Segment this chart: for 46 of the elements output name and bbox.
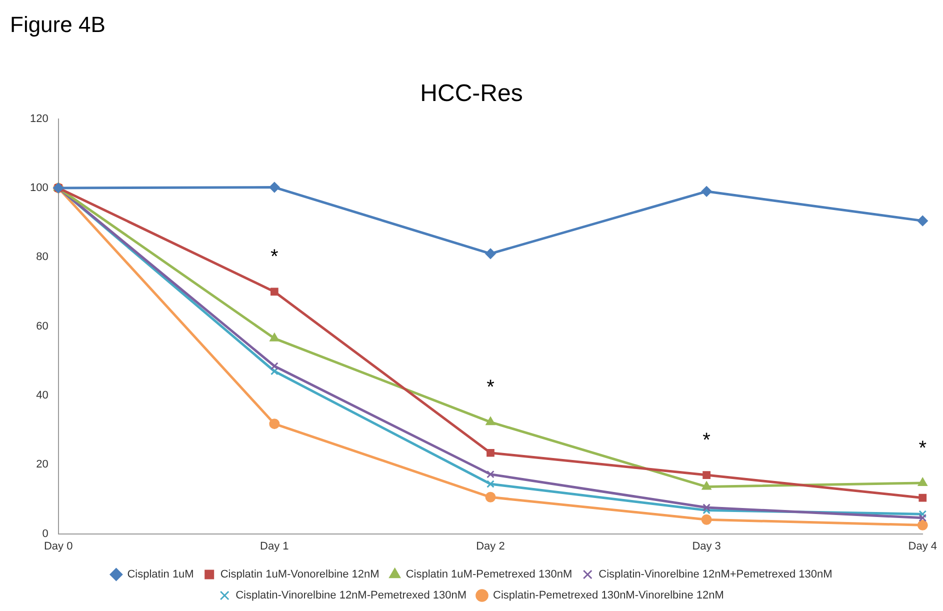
y-tick-label: 40 xyxy=(36,390,48,402)
point xyxy=(917,520,928,530)
point xyxy=(486,480,494,488)
legend-label: Cisplatin 1uM xyxy=(127,568,194,581)
y-tick-label: 60 xyxy=(36,320,48,332)
point xyxy=(702,504,710,512)
annotation: * xyxy=(270,246,279,268)
point xyxy=(270,362,278,370)
legend-label: Cisplatin-Vinorelbine 12nM+Pemetrexed 130nM xyxy=(598,568,832,581)
legend-label: Cisplatin 1uM-Vonorelbine 12nM xyxy=(220,568,380,581)
x-tick-label: Day 1 xyxy=(260,540,289,552)
caption: Figure 4B xyxy=(10,12,106,38)
point xyxy=(270,333,280,342)
point xyxy=(918,494,927,502)
annotation: * xyxy=(918,437,927,460)
y-tick-label: 100 xyxy=(30,182,48,194)
y-tick-label: 20 xyxy=(36,458,48,471)
annotation: * xyxy=(702,430,711,452)
point xyxy=(269,182,280,193)
point xyxy=(485,492,496,502)
y-tick-label: 0 xyxy=(42,528,48,540)
point xyxy=(485,248,496,259)
x-tick-label: Day 4 xyxy=(908,540,938,552)
x-tick-label: Day 2 xyxy=(476,540,505,552)
legend-label: Cisplatin-Vinorelbine 12nM-Pemetrexed 130nM xyxy=(236,590,466,602)
point xyxy=(486,416,496,426)
x-tick-label: Day 0 xyxy=(44,540,73,552)
y-tick-label: 80 xyxy=(36,251,48,264)
point xyxy=(918,478,928,486)
point xyxy=(702,482,712,490)
legend-label: Cisplatin 1uM-Pemetrexed 130nM xyxy=(406,568,572,581)
annotation: * xyxy=(486,376,495,399)
point xyxy=(270,288,278,296)
point xyxy=(918,510,927,518)
point xyxy=(702,471,710,479)
point xyxy=(917,216,928,226)
point xyxy=(269,418,280,430)
point xyxy=(701,186,712,197)
y-tick-label: 120 xyxy=(30,112,48,125)
point xyxy=(486,448,494,457)
point xyxy=(918,514,927,522)
chart-title: HCC-Res xyxy=(420,80,523,108)
point xyxy=(486,470,494,478)
point xyxy=(701,514,712,525)
legend-label: Cisplatin-Pemetrexed 130nM-Vinorelbine 12nM xyxy=(493,590,724,602)
x-tick-label: Day 3 xyxy=(692,540,721,552)
